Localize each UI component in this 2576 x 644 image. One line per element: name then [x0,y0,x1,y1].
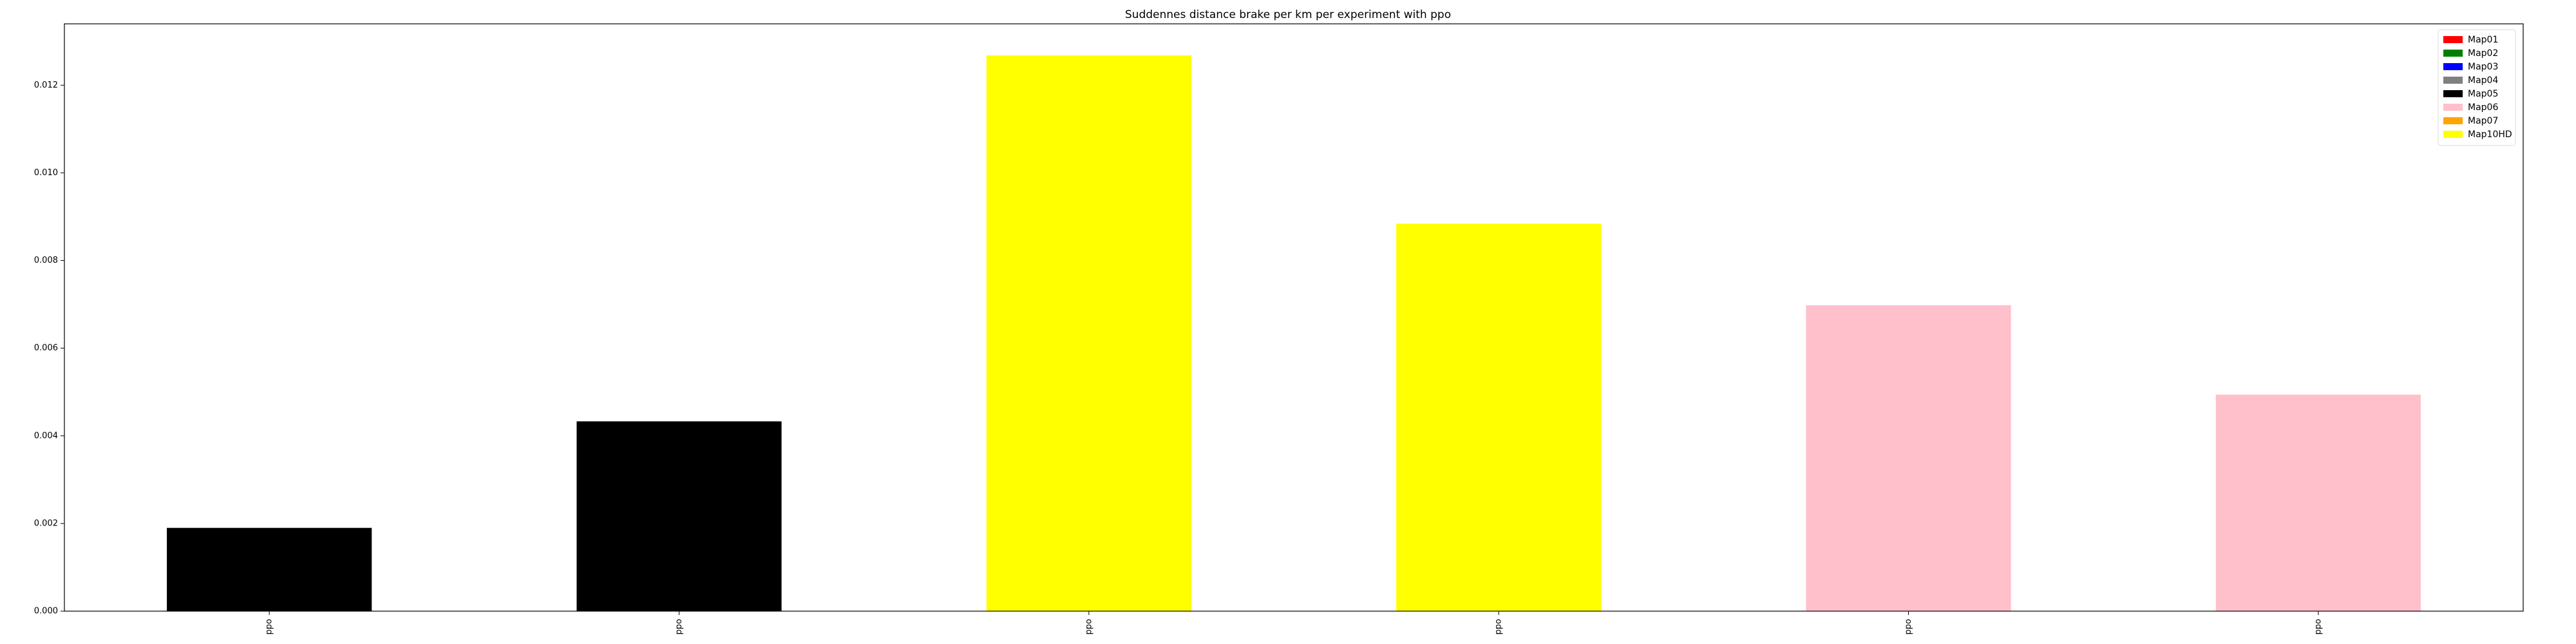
legend-box [2438,29,2516,146]
y-tick-label: 0.000 [34,607,58,616]
legend-label: Map02 [2468,48,2498,59]
legend-swatch [2443,131,2463,138]
y-tick-label: 0.002 [34,518,58,528]
bar [986,55,1191,611]
bar [576,421,782,611]
legend: Map01 Map02 Map03 Map04 Map05 Map06 Map07 Map10… [2438,29,2516,146]
y-tick-label: 0.010 [34,168,58,178]
legend-label: Map10HD [2468,129,2512,140]
y-tick-label: 0.004 [34,431,58,440]
plot-area: ppo ppo ppo ppo ppo ppo 0.000 0.002 0.004 0.006 0.… [34,23,2524,635]
chart-title: Suddennes distance brake per km per expe… [1125,8,1451,21]
y-tick-label: 0.006 [34,343,58,353]
x-tick-label: ppo [265,619,274,635]
legend-label: Map01 [2468,35,2498,45]
bar [2215,394,2421,611]
x-tick-label: ppo [1084,619,1094,635]
x-tick-label: ppo [2313,619,2323,635]
bar [1396,223,1602,611]
legend-swatch [2443,36,2463,43]
x-tick-label: ppo [1904,619,1913,635]
bar [167,527,372,611]
x-tick-label: ppo [1494,619,1504,635]
legend-swatch [2443,90,2463,97]
legend-label: Map05 [2468,89,2498,99]
y-tick-label: 0.008 [34,256,58,265]
legend-swatch [2443,77,2463,84]
y-tick-label: 0.012 [34,80,58,90]
plot-frame [64,23,2524,612]
bar [1806,305,2011,611]
legend-label: Map06 [2468,102,2498,113]
legend-label: Map04 [2468,75,2498,86]
legend-swatch [2443,104,2463,111]
legend-swatch [2443,63,2463,70]
legend-label: Map07 [2468,116,2498,126]
legend-label: Map03 [2468,62,2498,72]
legend-swatch [2443,117,2463,124]
x-tick-label: ppo [674,619,684,635]
legend-swatch [2443,50,2463,57]
